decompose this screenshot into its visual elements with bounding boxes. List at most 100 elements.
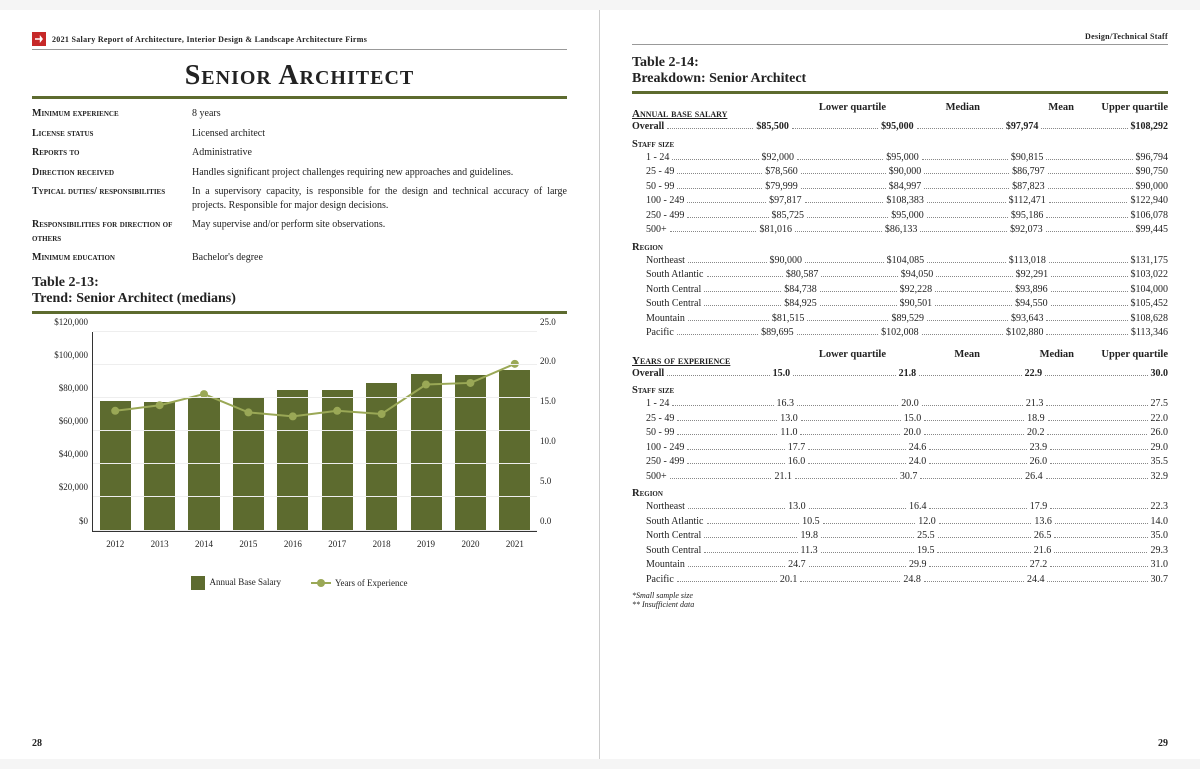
row-value: $90,000 <box>889 165 922 180</box>
row-value: 30.7 <box>1151 573 1169 588</box>
column-header: Upper quartile <box>1074 349 1168 367</box>
group-subhead: Staff size <box>632 385 1168 396</box>
leader-dots <box>919 368 1021 376</box>
row-value: 24.6 <box>909 441 927 456</box>
experience-point <box>289 412 297 420</box>
leader-dots <box>937 545 1030 553</box>
leader-dots <box>929 559 1026 567</box>
legend-line-label: Years of Experience <box>335 578 408 588</box>
leader-dots <box>808 442 905 450</box>
footnote-1: *Small sample size <box>632 591 1168 600</box>
def-row: Direction receivedHandles significant pr… <box>32 166 567 180</box>
def-row: Minimum experience8 years <box>32 107 567 121</box>
row-value: 30.0 <box>1151 367 1169 382</box>
row-value: $102,008 <box>881 326 919 341</box>
header-left-text: 2021 Salary Report of Architecture, Inte… <box>52 35 367 44</box>
row-value: $90,000 <box>1136 180 1169 195</box>
row-value: $86,797 <box>1012 165 1045 180</box>
leader-dots <box>1046 152 1132 160</box>
row-value: $112,471 <box>1009 194 1046 209</box>
column-header: Median <box>886 102 980 120</box>
table-row: South Central$84,925$90,501$94,550$105,4… <box>632 297 1168 312</box>
leader-dots <box>677 427 777 435</box>
leader-dots <box>1047 427 1147 435</box>
chart-line-overlay <box>93 332 537 531</box>
row-value: 17.9 <box>1030 500 1048 515</box>
row-value: $79,999 <box>765 180 798 195</box>
table-row: Northeast$90,000$104,085$113,018$131,175 <box>632 254 1168 269</box>
row-value: $89,529 <box>891 312 924 327</box>
row-value: $90,000 <box>770 254 803 269</box>
leader-dots <box>688 313 769 321</box>
leader-dots <box>823 516 916 524</box>
row-value: $113,018 <box>1009 254 1046 269</box>
row-value: $106,078 <box>1131 209 1169 224</box>
leader-dots <box>924 413 1024 421</box>
row-value: 20.1 <box>780 573 798 588</box>
salary-block: Annual base salaryLower quartileMedianMe… <box>632 102 1168 341</box>
row-value: 22.3 <box>1151 500 1169 515</box>
row-value: 15.0 <box>904 412 922 427</box>
group-subhead: Staff size <box>632 139 1168 150</box>
row-value: $92,228 <box>900 283 933 298</box>
table-row: 100 - 24917.724.623.929.0 <box>632 441 1168 456</box>
row-value: 18.9 <box>1027 412 1045 427</box>
leader-dots <box>687 442 784 450</box>
leader-dots <box>667 121 753 129</box>
column-header: Mean <box>980 102 1074 120</box>
row-label: Northeast <box>632 254 685 269</box>
leader-dots <box>797 398 898 406</box>
y-axis-right-label: 5.0 <box>540 476 565 486</box>
leader-dots <box>797 152 883 160</box>
x-axis-label: 2020 <box>461 539 479 549</box>
row-label: 1 - 24 <box>632 151 669 166</box>
row-value: $95,186 <box>1011 209 1044 224</box>
table-row: 500+$81,016$86,133$92,073$99,445 <box>632 223 1168 238</box>
row-value: $108,628 <box>1131 312 1169 327</box>
row-value: $95,000 <box>886 151 919 166</box>
section-head: Annual base salary <box>632 108 792 120</box>
legend-line-swatch <box>311 582 331 584</box>
leader-dots <box>677 166 762 174</box>
row-value: 26.4 <box>1025 470 1043 485</box>
def-value: Licensed architect <box>192 127 567 141</box>
row-value: 12.0 <box>918 515 936 530</box>
row-label: South Atlantic <box>632 515 704 530</box>
row-value: $84,997 <box>889 180 922 195</box>
legend-bar-swatch <box>191 576 205 590</box>
leader-dots <box>808 456 905 464</box>
leader-dots <box>792 121 878 129</box>
table-row: 25 - 4913.015.018.922.0 <box>632 412 1168 427</box>
right-header: Design/Technical Staff <box>632 32 1168 45</box>
def-value: Bachelor's degree <box>192 251 567 265</box>
row-value: $84,738 <box>784 283 817 298</box>
leader-dots <box>805 255 884 263</box>
leader-dots <box>920 224 1007 232</box>
row-value: 35.0 <box>1151 529 1169 544</box>
row-value: $94,550 <box>1015 297 1048 312</box>
row-value: $84,925 <box>784 297 817 312</box>
table-row: South Atlantic$80,587$94,050$92,291$103,… <box>632 268 1168 283</box>
row-label: South Atlantic <box>632 268 704 283</box>
row-value: $85,725 <box>772 209 805 224</box>
leader-dots <box>929 501 1026 509</box>
row-value: $81,016 <box>759 223 792 238</box>
row-value: $103,022 <box>1131 268 1169 283</box>
x-axis-label: 2012 <box>106 539 124 549</box>
row-value: $80,587 <box>786 268 819 283</box>
page-spread: 2021 Salary Report of Architecture, Inte… <box>0 10 1200 759</box>
row-value: $93,896 <box>1015 283 1048 298</box>
leader-dots <box>687 456 784 464</box>
leader-dots <box>1055 516 1148 524</box>
leader-dots <box>1050 456 1147 464</box>
leader-dots <box>1048 413 1148 421</box>
leader-dots <box>704 545 797 553</box>
row-label: Pacific <box>632 573 674 588</box>
table-row: 250 - 499$85,725$95,000$95,186$106,078 <box>632 209 1168 224</box>
row-value: $102,880 <box>1006 326 1044 341</box>
leader-dots <box>677 327 758 335</box>
row-value: 21.6 <box>1034 544 1052 559</box>
row-value: $95,000 <box>891 209 924 224</box>
breakdown-rule <box>632 91 1168 94</box>
row-value: 21.1 <box>774 470 792 485</box>
